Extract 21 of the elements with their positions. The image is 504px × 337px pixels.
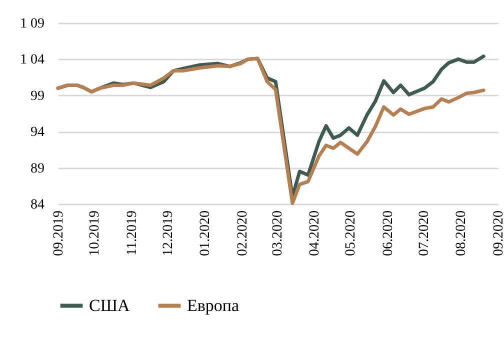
x-tick-label: 09.2019 <box>52 210 66 256</box>
x-tick-label: 01.2020 <box>198 210 214 256</box>
x-tick-label: 09.2020 <box>492 210 504 256</box>
x-tick-label: 08.2020 <box>454 210 470 256</box>
x-tick-label: 05.2020 <box>344 210 359 256</box>
y-tick-label: 84 <box>30 198 44 212</box>
y-tick-label: 89 <box>30 161 44 176</box>
x-tick-label: 11.2019 <box>124 210 140 256</box>
y-tick-label: 94 <box>30 125 44 140</box>
y-tick-label: 1 04 <box>20 52 44 68</box>
y-tick-label: 1 09 <box>20 16 44 32</box>
x-tick-label: 03.2020 <box>270 210 286 256</box>
x-tick-label: 02.2020 <box>235 210 250 256</box>
x-tick-label: 07.2020 <box>416 210 432 256</box>
x-tick-label: 10.2019 <box>88 210 103 256</box>
legend-label: Европа <box>187 296 240 315</box>
legend-label: США <box>89 296 130 315</box>
y-tick-label: 99 <box>30 88 44 104</box>
x-tick-label: 12.2019 <box>160 210 176 256</box>
x-tick-label: 06.2020 <box>380 210 396 256</box>
x-tick-label: 04.2020 <box>308 210 323 256</box>
